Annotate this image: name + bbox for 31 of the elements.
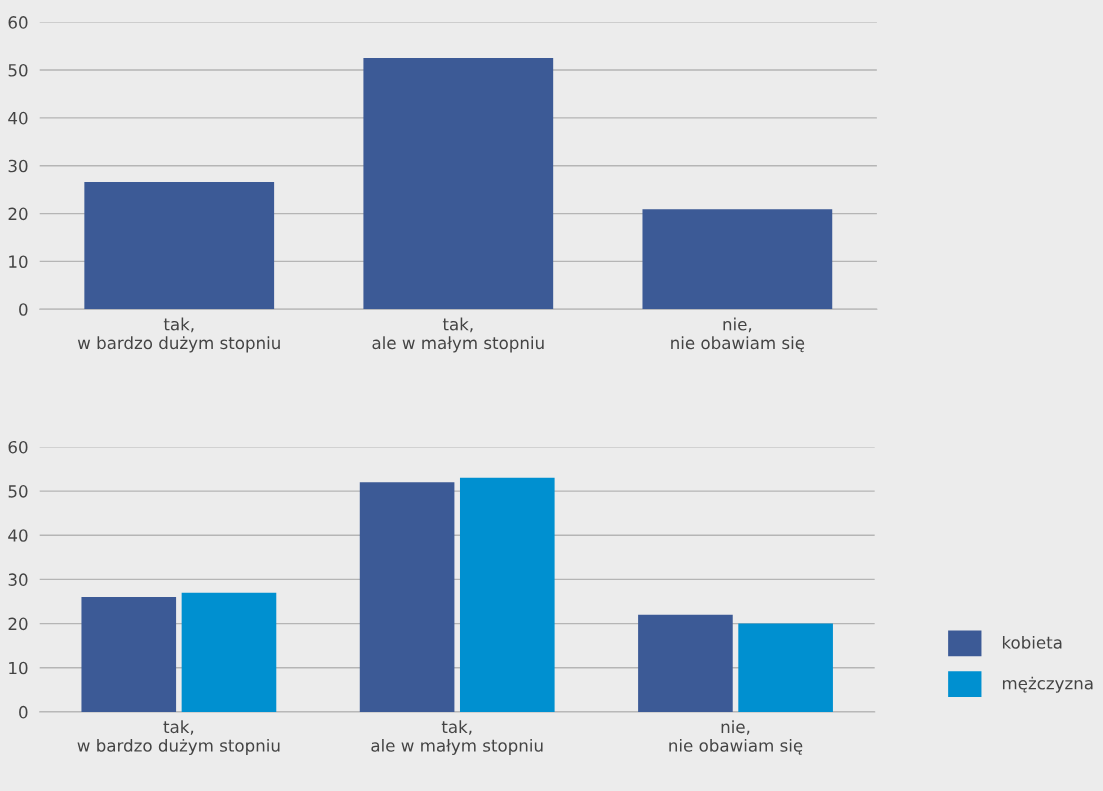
bar — [638, 614, 733, 712]
x-tick-label: nie, nie obawiam się — [669, 720, 803, 755]
bar — [359, 482, 455, 712]
y-tick-label: 40 — [8, 111, 28, 125]
y-tick-label: 60 — [8, 440, 28, 454]
bar — [363, 58, 554, 310]
bar — [459, 477, 555, 712]
y-tick-label: 20 — [8, 617, 28, 631]
x-tick-label: tak, w bardzo dużym stopniu — [77, 720, 280, 756]
bar — [181, 592, 277, 712]
y-tick-label: 20 — [8, 207, 28, 221]
y-tick-label: 10 — [9, 255, 28, 268]
y-tick-label: 50 — [8, 485, 28, 498]
y-tick-label: 60 — [8, 16, 28, 29]
bar — [81, 597, 177, 712]
y-tick-label: 40 — [8, 529, 28, 542]
y-tick-label: 30 — [8, 159, 28, 173]
y-tick-label: 0 — [19, 303, 28, 316]
y-tick-label: 30 — [8, 573, 28, 586]
legend-label: kobieta — [1002, 635, 1062, 649]
x-tick-label: tak, ale w małym stopniu — [372, 317, 544, 353]
y-tick-label: 50 — [8, 63, 28, 77]
bar — [84, 181, 275, 310]
y-tick-label: 0 — [19, 705, 28, 719]
bar — [642, 209, 833, 310]
y-tick-label: 10 — [9, 661, 28, 675]
legend-label: mężczyzna — [1002, 676, 1093, 693]
x-tick-label: tak, w bardzo dużym stopniu — [77, 317, 280, 353]
x-tick-label: tak, ale w małym stopniu — [371, 720, 543, 756]
bar — [738, 623, 833, 712]
x-tick-label: nie, nie obawiam się — [671, 317, 805, 353]
